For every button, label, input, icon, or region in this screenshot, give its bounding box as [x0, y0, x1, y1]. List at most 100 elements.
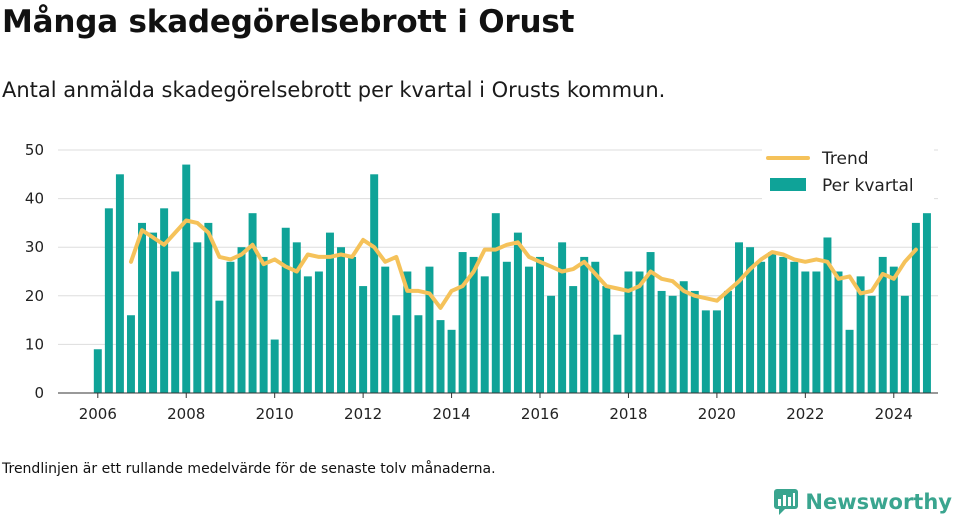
brand-name: Newsworthy: [805, 490, 952, 514]
bar: [337, 247, 345, 393]
bar: [790, 261, 799, 393]
bar: [668, 295, 677, 393]
bar: [270, 339, 279, 393]
bar: [757, 261, 766, 393]
x-tick-label: 2014: [432, 405, 470, 423]
x-tick-label: 2022: [786, 405, 824, 423]
bar: [900, 295, 909, 393]
x-tick-label: 2020: [698, 405, 736, 423]
chart-subtitle: Antal anmälda skadegörelsebrott per kvar…: [2, 78, 666, 102]
bar: [226, 261, 235, 393]
bar: [569, 286, 578, 393]
bar: [281, 227, 290, 393]
bar: [768, 252, 777, 393]
x-tick-label: 2012: [344, 405, 382, 423]
bar: [867, 295, 876, 393]
bar: [502, 261, 511, 393]
bar: [613, 334, 622, 393]
bar: [403, 271, 412, 393]
y-tick-label: 50: [25, 141, 44, 159]
bar: [381, 266, 390, 393]
bar: [646, 252, 655, 393]
legend: Trend Per kvartal: [762, 144, 934, 202]
bar: [160, 208, 169, 393]
bar: [248, 213, 257, 393]
bar: [801, 271, 810, 393]
bar: [237, 247, 246, 393]
bar: [624, 271, 633, 393]
bar: [834, 271, 843, 393]
bar: [204, 222, 213, 393]
bar: [746, 247, 755, 393]
bar: [171, 271, 180, 393]
bar: [104, 208, 113, 393]
bar: [779, 256, 788, 393]
bar: [690, 290, 699, 393]
bar: [414, 315, 423, 393]
bar: [580, 256, 589, 393]
bar: [392, 315, 401, 393]
chart-title: Många skadegörelsebrott i Orust: [2, 4, 575, 40]
bar: [348, 256, 357, 393]
y-tick-label: 10: [25, 335, 44, 353]
bar: [679, 281, 688, 393]
bar: [602, 286, 611, 393]
bar: [812, 271, 821, 393]
bar: [149, 232, 158, 393]
bar: [513, 232, 522, 393]
bar: [138, 222, 146, 393]
x-tick-label: 2008: [167, 405, 205, 423]
bar: [911, 222, 920, 393]
x-tick-label: 2010: [256, 405, 294, 423]
bar: [701, 310, 710, 393]
bars: [93, 164, 931, 393]
newsworthy-logo-icon: [774, 489, 799, 515]
bar: [845, 329, 854, 393]
bar: [536, 256, 544, 393]
bar: [480, 276, 489, 393]
bar: [878, 256, 887, 393]
bar: [491, 213, 500, 393]
legend-trend-label: Trend: [821, 149, 869, 169]
legend-bar-swatch: [770, 178, 806, 191]
bar: [635, 271, 644, 393]
y-tick-label: 40: [25, 190, 44, 208]
bar: [303, 276, 312, 393]
bar: [447, 329, 456, 393]
bar: [436, 320, 445, 393]
legend-bar-label: Per kvartal: [822, 176, 914, 196]
bar: [856, 276, 865, 393]
y-tick-label: 20: [25, 287, 44, 305]
bar: [712, 310, 721, 393]
bar: [469, 256, 478, 393]
bar: [314, 271, 323, 393]
bar: [359, 286, 368, 393]
x-tick-label: 2006: [79, 405, 117, 423]
footnote: Trendlinjen är ett rullande medelvärde f…: [2, 461, 496, 477]
bar: [889, 266, 898, 393]
bar: [93, 349, 102, 393]
y-tick-label: 0: [34, 384, 44, 402]
bar: [215, 300, 224, 393]
bar: [735, 242, 743, 393]
bar: [547, 295, 556, 393]
bar: [524, 266, 533, 393]
bar: [115, 174, 124, 393]
bar: [126, 315, 135, 393]
bar: [591, 261, 600, 393]
bar: [823, 237, 832, 393]
bar: [259, 256, 268, 393]
trend-line: [129, 218, 918, 310]
bar: [922, 213, 931, 393]
bar: [458, 252, 467, 393]
bar-chart: 0 10 20 30 40 50 2006 2008 2010 2012 2014 2016 2018 2…: [25, 141, 938, 423]
brand-logo: Newsworthy: [773, 488, 952, 516]
bar: [425, 266, 434, 393]
y-tick-label: 30: [25, 238, 44, 256]
legend-background: [762, 144, 934, 202]
bar: [292, 242, 301, 393]
bar: [370, 174, 379, 393]
x-tick-label: 2016: [521, 405, 559, 423]
x-tick-label: 2018: [609, 405, 647, 423]
bar: [325, 232, 334, 393]
